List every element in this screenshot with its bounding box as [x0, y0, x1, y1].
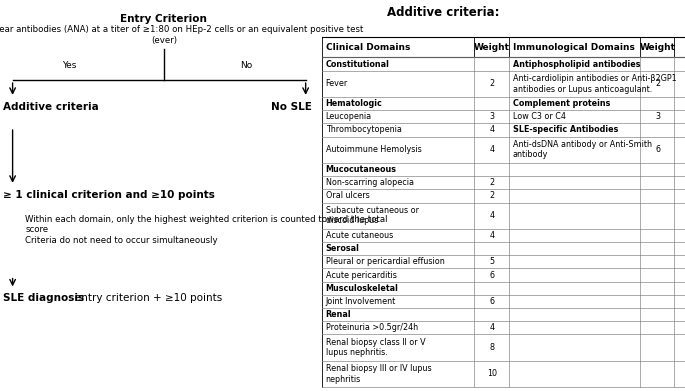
Text: Weight: Weight: [473, 43, 510, 52]
Text: Renal biopsy III or IV lupus
nephritis: Renal biopsy III or IV lupus nephritis: [325, 364, 431, 384]
Text: Joint Involvement: Joint Involvement: [325, 297, 396, 306]
Text: 6: 6: [656, 145, 660, 154]
Text: Antiphospholipid antibodies: Antiphospholipid antibodies: [512, 59, 640, 68]
Text: 6: 6: [489, 297, 494, 306]
Text: Weight: Weight: [640, 43, 676, 52]
Text: Musculoskeletal: Musculoskeletal: [325, 284, 399, 293]
Text: 3: 3: [656, 112, 660, 121]
Text: Subacute cutaneous or
discoid lupus: Subacute cutaneous or discoid lupus: [325, 206, 419, 225]
Text: 10: 10: [486, 369, 497, 378]
Text: Antinuclear antibodies (ANA) at a titer of ≥1:80 on HEp-2 cells or an equivalent: Antinuclear antibodies (ANA) at a titer …: [0, 25, 364, 45]
Text: Constitutional: Constitutional: [325, 59, 390, 68]
Text: Acute cutaneous: Acute cutaneous: [325, 231, 393, 240]
Text: ≥ 1 clinical criterion and ≥10 points: ≥ 1 clinical criterion and ≥10 points: [3, 190, 215, 200]
Text: Yes: Yes: [62, 61, 77, 70]
Text: Additive criteria: Additive criteria: [3, 102, 99, 112]
Text: Renal biopsy class II or V
lupus nephritis.: Renal biopsy class II or V lupus nephrit…: [325, 338, 425, 357]
Text: Immunological Domains: Immunological Domains: [512, 43, 634, 52]
Text: Pleural or pericardial effusion: Pleural or pericardial effusion: [325, 257, 445, 266]
Text: Proteinuria >0.5gr/24h: Proteinuria >0.5gr/24h: [325, 323, 418, 332]
Text: 2: 2: [489, 79, 495, 88]
Text: Additive criteria:: Additive criteria:: [387, 6, 500, 19]
Text: 4: 4: [489, 126, 494, 135]
Text: Within each domain, only the highest weighted criterion is counted toward the to: Within each domain, only the highest wei…: [25, 215, 388, 245]
Text: 2: 2: [489, 192, 495, 201]
Text: Acute pericarditis: Acute pericarditis: [325, 271, 397, 280]
Text: Hematologic: Hematologic: [325, 99, 382, 108]
Text: Mucocutaneous: Mucocutaneous: [325, 165, 397, 174]
Text: 2: 2: [489, 178, 495, 187]
Text: Entry Criterion: Entry Criterion: [121, 14, 208, 24]
Text: Low C3 or C4: Low C3 or C4: [512, 112, 565, 121]
Text: SLE diagnosis: SLE diagnosis: [3, 293, 84, 303]
Text: No SLE: No SLE: [271, 102, 312, 112]
Text: 4: 4: [489, 145, 494, 154]
Text: 4: 4: [489, 231, 494, 240]
Text: Autoimmune Hemolysis: Autoimmune Hemolysis: [325, 145, 421, 154]
Text: No: No: [240, 61, 252, 70]
Text: 6: 6: [489, 271, 494, 280]
Text: : entry criterion + ≥10 points: : entry criterion + ≥10 points: [68, 293, 222, 303]
Text: Oral ulcers: Oral ulcers: [325, 192, 369, 201]
Text: 4: 4: [489, 323, 494, 332]
Text: Complement proteins: Complement proteins: [512, 99, 610, 108]
Text: Fever: Fever: [325, 79, 348, 88]
Text: Anti-dsDNA antibody or Anti-Smith
antibody: Anti-dsDNA antibody or Anti-Smith antibo…: [512, 140, 651, 160]
Text: 8: 8: [489, 343, 494, 352]
Text: Thrombocytopenia: Thrombocytopenia: [325, 126, 401, 135]
Text: Anti-cardiolipin antibodies or Anti-β2GP1
antibodies or Lupus anticoagulant.: Anti-cardiolipin antibodies or Anti-β2GP…: [512, 74, 676, 93]
Text: SLE-specific Antibodies: SLE-specific Antibodies: [512, 126, 618, 135]
Text: Clinical Domains: Clinical Domains: [325, 43, 410, 52]
Text: Renal: Renal: [325, 310, 351, 319]
Text: Leucopenia: Leucopenia: [325, 112, 372, 121]
Text: Serosal: Serosal: [325, 244, 360, 253]
Text: Non-scarring alopecia: Non-scarring alopecia: [325, 178, 414, 187]
Text: 4: 4: [489, 211, 494, 220]
Text: 2: 2: [656, 79, 660, 88]
Text: 3: 3: [489, 112, 494, 121]
Text: 5: 5: [489, 257, 495, 266]
